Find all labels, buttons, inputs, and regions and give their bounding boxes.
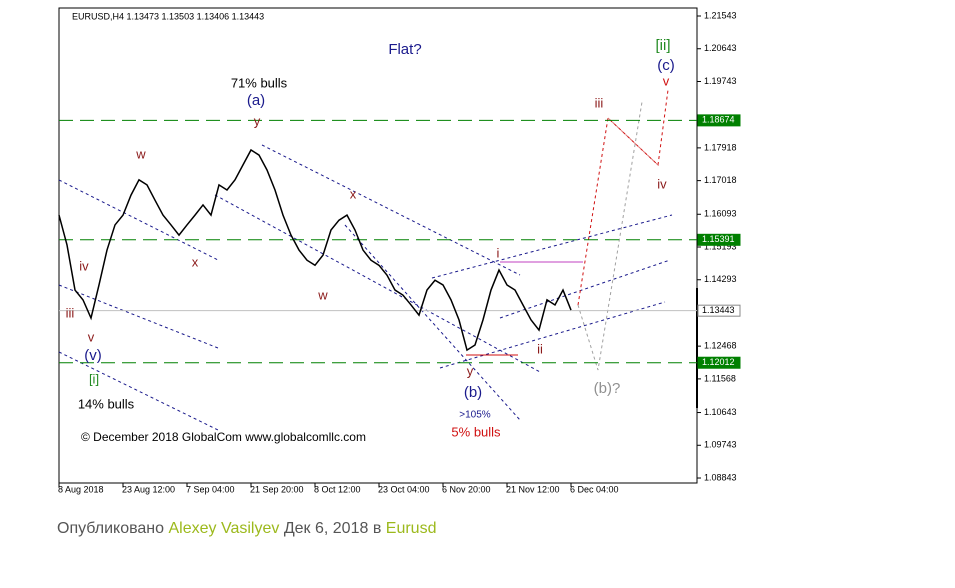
annotation: Flat?	[388, 41, 421, 58]
x-tick-label: 21 Sep 20:00	[250, 484, 304, 494]
y-tick-label: 1.10643	[704, 407, 737, 417]
annotation: y	[467, 363, 474, 378]
y-tick-label: 1.09743	[704, 440, 737, 450]
annotation: iii	[66, 305, 75, 320]
y-tick-label: 1.15193	[704, 241, 737, 251]
footer: Опубликовано Alexey Vasilyev Дек 6, 2018…	[57, 520, 436, 538]
plot-frame	[58, 7, 698, 484]
annotation: [i]	[89, 371, 99, 386]
level-label: 1.12012	[702, 357, 735, 367]
channel-line	[261, 144, 521, 276]
annotation: w	[135, 146, 146, 161]
annotation: y	[254, 113, 261, 128]
annotation: x	[350, 186, 357, 201]
y-tick-label: 1.16093	[704, 209, 737, 219]
x-tick-label: 23 Oct 04:00	[378, 484, 430, 494]
author-link[interactable]: Alexey Vasilyev	[168, 520, 280, 537]
annotation: (c)	[657, 57, 675, 74]
footer-date: Дек 6, 2018 в	[283, 520, 382, 537]
annotation: (v)	[84, 347, 102, 364]
annotation: v	[663, 73, 670, 88]
x-tick-label: 8 Oct 12:00	[314, 484, 361, 494]
annotation: iii	[595, 95, 604, 110]
annotation: 5% bulls	[451, 424, 501, 439]
x-tick-label: 7 Sep 04:00	[186, 484, 235, 494]
projection	[577, 89, 669, 306]
annotation: iv	[79, 258, 89, 273]
level-badge	[697, 114, 741, 127]
annotation: 14% bulls	[78, 396, 135, 411]
y-tick-label: 1.20643	[704, 43, 737, 53]
y-tick-label: 1.14293	[704, 274, 737, 284]
channel-line	[58, 284, 219, 349]
level-badge	[697, 233, 741, 246]
annotation: (b)	[464, 384, 482, 401]
projection	[577, 101, 643, 371]
y-tick-label: 1.11568	[704, 373, 736, 383]
category-link[interactable]: Eurusd	[385, 520, 437, 537]
annotation: [ii]	[656, 37, 671, 54]
annotation: (b)?	[594, 380, 621, 397]
footer-prefix: Опубликовано	[57, 520, 165, 537]
annotation: i	[497, 245, 500, 260]
y-tick-label: 1.17918	[704, 142, 737, 152]
annotation: >105%	[459, 410, 491, 421]
channel-line	[344, 224, 521, 421]
watermark: © December 2018 GlobalCom www.globalcoml…	[81, 430, 366, 444]
annotation: w	[317, 287, 328, 302]
y-tick-label: 1.17018	[704, 175, 737, 185]
annotation: x	[192, 254, 199, 269]
annotation: iv	[657, 176, 667, 191]
channels	[58, 144, 673, 431]
channel-line	[431, 214, 673, 279]
level-label: 1.15391	[702, 234, 735, 244]
x-tick-label: 23 Aug 12:00	[122, 484, 175, 494]
level-badge	[697, 356, 741, 369]
y-tick-label: 1.08843	[704, 472, 737, 482]
x-tick-label: 6 Nov 20:00	[442, 484, 491, 494]
annotation: ii	[537, 341, 543, 356]
annotation: v	[88, 329, 95, 344]
channel-line	[214, 194, 541, 373]
y-tick-label: 1.21543	[704, 10, 737, 20]
annotation: 71% bulls	[231, 75, 288, 90]
level-label: 1.13443	[702, 305, 735, 315]
x-tick-label: 6 Dec 04:00	[570, 484, 619, 494]
y-tick-label: 1.12468	[704, 341, 737, 351]
level-badge	[697, 304, 741, 317]
x-tick-label: 8 Aug 2018	[58, 484, 104, 494]
x-tick-label: 21 Nov 12:00	[506, 484, 560, 494]
level-label: 1.18674	[702, 115, 735, 125]
price-line	[58, 148, 572, 352]
chart-header: EURUSD,H4 1.13473 1.13503 1.13406 1.1344…	[72, 11, 264, 21]
annotation: (a)	[247, 92, 265, 109]
y-tick-label: 1.19743	[704, 76, 737, 86]
chart: EURUSD,H4 1.13473 1.13503 1.13406 1.1344…	[58, 7, 741, 494]
